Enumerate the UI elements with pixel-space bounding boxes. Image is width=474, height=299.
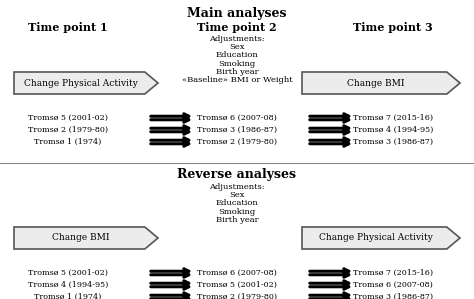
Text: Tromsø 7 (2015-16): Tromsø 7 (2015-16): [353, 114, 433, 122]
Text: Tromsø 4 (1994-95): Tromsø 4 (1994-95): [28, 281, 108, 289]
Text: Tromsø 3 (1986-87): Tromsø 3 (1986-87): [197, 126, 277, 134]
Text: Change Physical Activity: Change Physical Activity: [319, 234, 433, 242]
Polygon shape: [14, 227, 158, 249]
Text: Change BMI: Change BMI: [52, 234, 110, 242]
Text: Tromsø 5 (2001-02): Tromsø 5 (2001-02): [28, 269, 108, 277]
Text: Tromsø 7 (2015-16): Tromsø 7 (2015-16): [353, 269, 433, 277]
Text: Adjustments:: Adjustments:: [209, 35, 265, 43]
Text: Tromsø 3 (1986-87): Tromsø 3 (1986-87): [353, 138, 433, 146]
Text: Tromsø 6 (2007-08): Tromsø 6 (2007-08): [353, 281, 433, 289]
Text: Education: Education: [216, 51, 258, 60]
Text: Tromsø 2 (1979-80): Tromsø 2 (1979-80): [197, 138, 277, 146]
Text: Tromsø 1 (1974): Tromsø 1 (1974): [34, 138, 102, 146]
Text: Main analyses: Main analyses: [187, 7, 287, 20]
Text: Time point 2: Time point 2: [197, 22, 277, 33]
Text: Birth year: Birth year: [216, 216, 258, 224]
Text: Sex: Sex: [229, 43, 245, 51]
Text: Birth year: Birth year: [216, 68, 258, 76]
Text: Adjustments:: Adjustments:: [209, 183, 265, 191]
Text: Time point 3: Time point 3: [353, 22, 433, 33]
Text: Smoking: Smoking: [219, 60, 255, 68]
Text: Reverse analyses: Reverse analyses: [177, 168, 297, 181]
Polygon shape: [302, 72, 460, 94]
Text: «Baseline» BMI or Weight: «Baseline» BMI or Weight: [182, 76, 292, 84]
Text: Tromsø 2 (1979-80): Tromsø 2 (1979-80): [28, 126, 108, 134]
Text: Tromsø 6 (2007-08): Tromsø 6 (2007-08): [197, 269, 277, 277]
Text: Change BMI: Change BMI: [347, 79, 405, 88]
Text: Tromsø 2 (1979-80): Tromsø 2 (1979-80): [197, 293, 277, 299]
Text: Tromsø 5 (2001-02): Tromsø 5 (2001-02): [197, 281, 277, 289]
Text: Tromsø 1 (1974): Tromsø 1 (1974): [34, 293, 102, 299]
Text: Sex: Sex: [229, 191, 245, 199]
Text: Change Physical Activity: Change Physical Activity: [24, 79, 138, 88]
Text: Tromsø 5 (2001-02): Tromsø 5 (2001-02): [28, 114, 108, 122]
Text: Smoking: Smoking: [219, 208, 255, 216]
Polygon shape: [302, 227, 460, 249]
Text: Education: Education: [216, 199, 258, 208]
Text: Time point 1: Time point 1: [28, 22, 108, 33]
Text: Tromsø 4 (1994-95): Tromsø 4 (1994-95): [353, 126, 433, 134]
Text: Tromsø 3 (1986-87): Tromsø 3 (1986-87): [353, 293, 433, 299]
Polygon shape: [14, 72, 158, 94]
Text: Tromsø 6 (2007-08): Tromsø 6 (2007-08): [197, 114, 277, 122]
